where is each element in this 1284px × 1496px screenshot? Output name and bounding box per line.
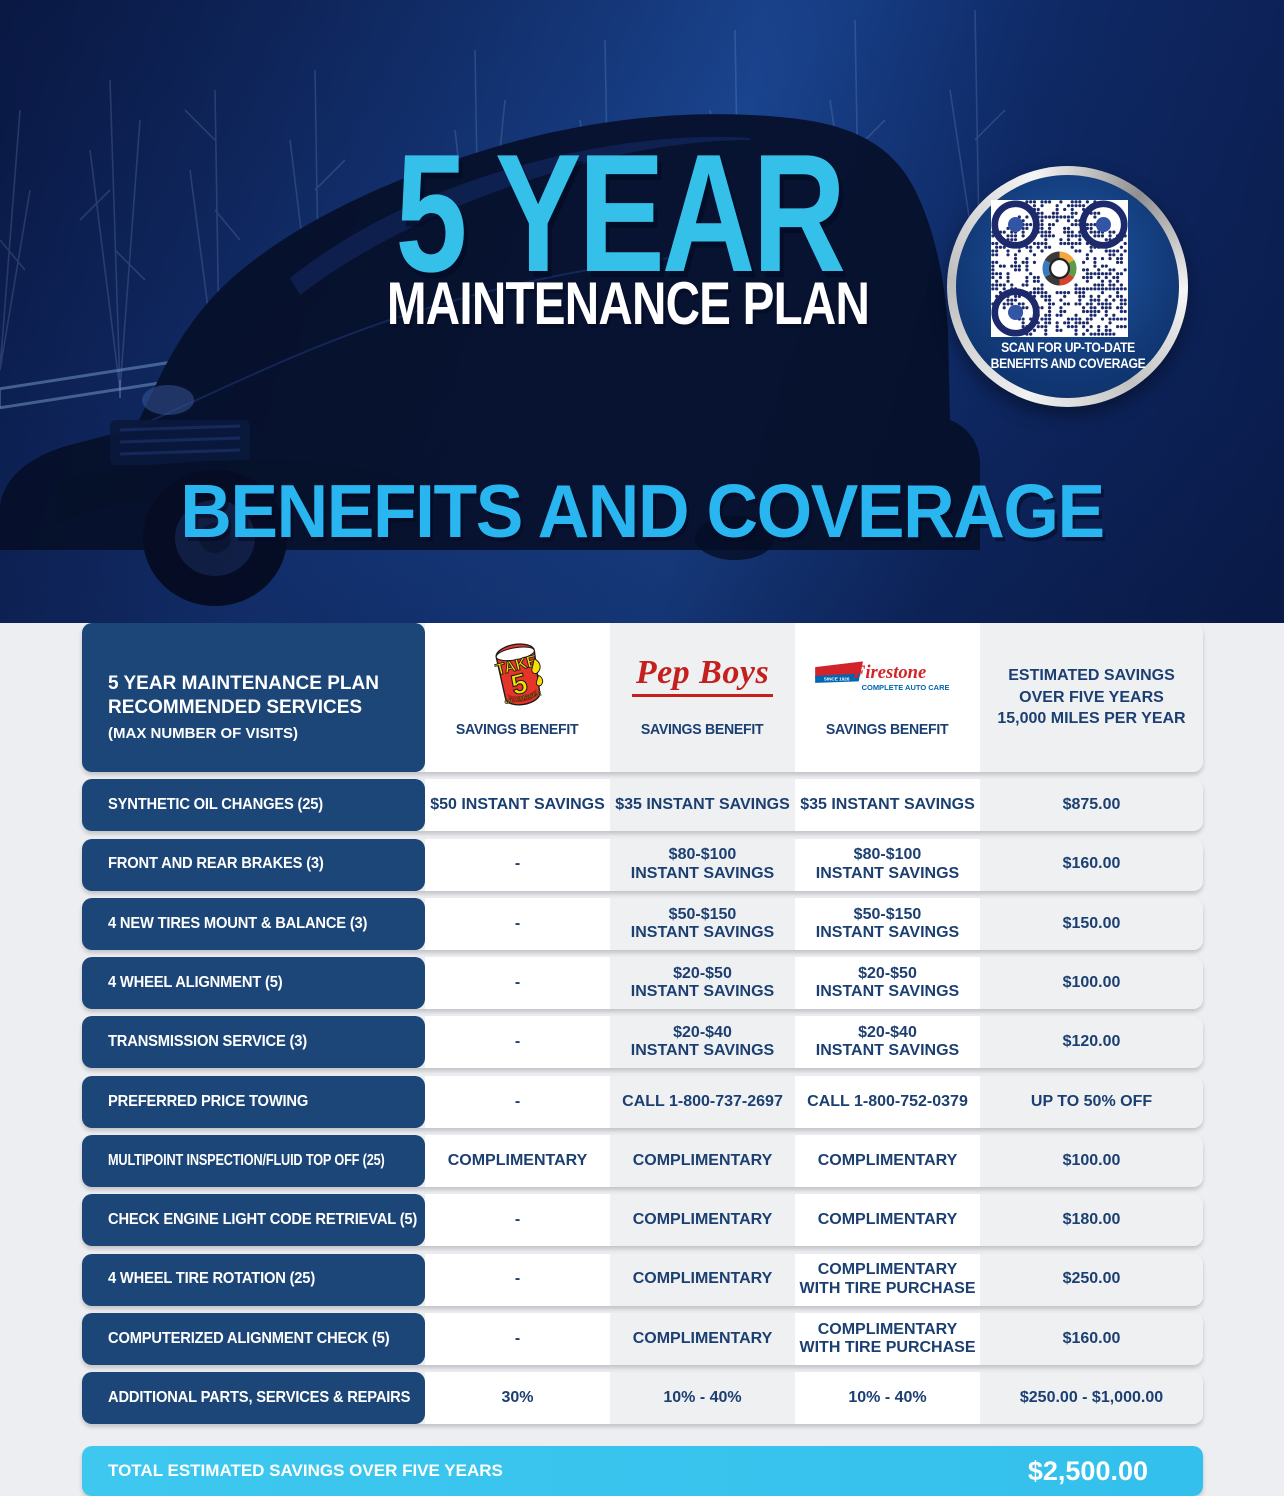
svg-text:SINCE 1926: SINCE 1926 [823, 677, 849, 682]
svg-text:Firestone: Firestone [852, 662, 926, 683]
svg-text:COMPLETE AUTO CARE: COMPLETE AUTO CARE [861, 683, 949, 692]
